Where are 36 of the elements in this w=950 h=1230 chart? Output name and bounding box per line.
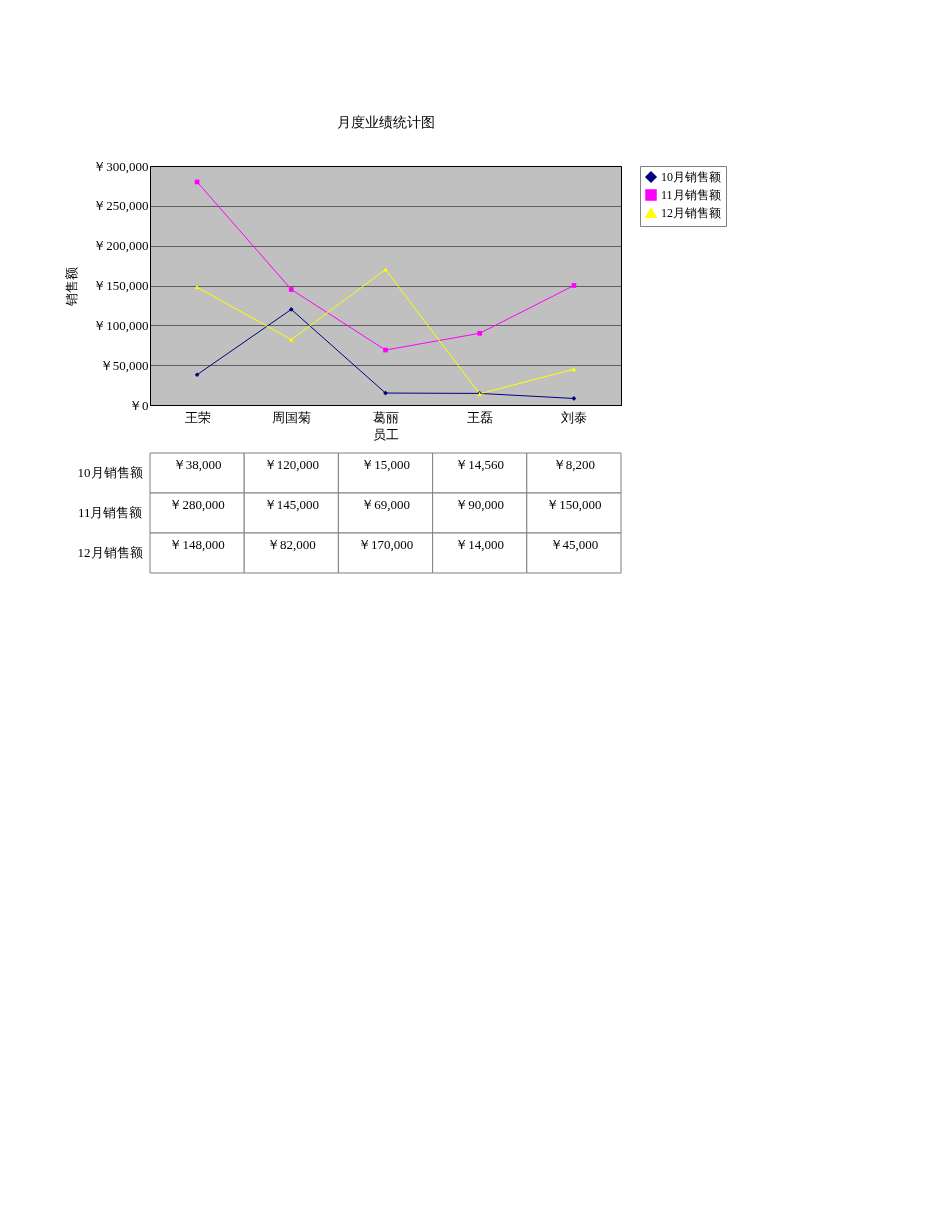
data-label: ￥90,000	[455, 497, 505, 512]
data-label: ￥150,000	[546, 497, 602, 512]
text: 12月销售额	[77, 545, 143, 560]
legend-label: 10月销售额	[661, 170, 721, 184]
x-tick-label: 王磊	[467, 409, 494, 425]
data-label: ￥15,000	[361, 457, 410, 472]
data-label: ￥120,000	[263, 457, 319, 472]
y-tick-label: ￥300,000	[93, 158, 149, 174]
data-label: ￥69,000	[361, 497, 410, 512]
y-axis-title: 销售额	[64, 266, 80, 307]
data-label: ￥82,000	[266, 537, 316, 552]
data-label: ￥145,000	[263, 497, 319, 512]
x-tick-label: 刘泰	[561, 409, 588, 425]
y-tick-label: ￥50,000	[99, 357, 149, 373]
data-label: ￥170,000	[357, 537, 414, 552]
data-label: ￥45,000	[549, 537, 599, 552]
legend-label: 12月销售额	[661, 206, 721, 220]
x-tick-label: 周国菊	[272, 409, 312, 425]
y-tick-label: ￥250,000	[93, 198, 149, 214]
data-label: ￥38,000	[172, 457, 222, 472]
data-label: ￥8,200	[552, 457, 596, 472]
x-axis-title: 员工	[373, 426, 399, 442]
legend-label: 11月销售额	[661, 188, 721, 202]
chart-title: 月度业绩统计图	[336, 115, 435, 130]
text: 11月销售额	[77, 505, 143, 520]
text: 10月销售额	[77, 465, 143, 480]
y-tick-label: ￥100,000	[93, 317, 149, 333]
y-tick-label: ￥200,000	[93, 238, 149, 254]
y-tick-label: ￥0	[129, 397, 149, 413]
y-tick-label: ￥150,000	[93, 278, 149, 293]
data-label: ￥280,000	[169, 497, 225, 512]
x-tick-label: 王荣	[184, 409, 211, 425]
data-label: ￥14,000	[455, 537, 505, 552]
data-label: ￥14,560	[455, 457, 505, 472]
x-tick-label: 葛丽	[373, 409, 399, 425]
data-label: ￥148,000	[169, 537, 225, 552]
